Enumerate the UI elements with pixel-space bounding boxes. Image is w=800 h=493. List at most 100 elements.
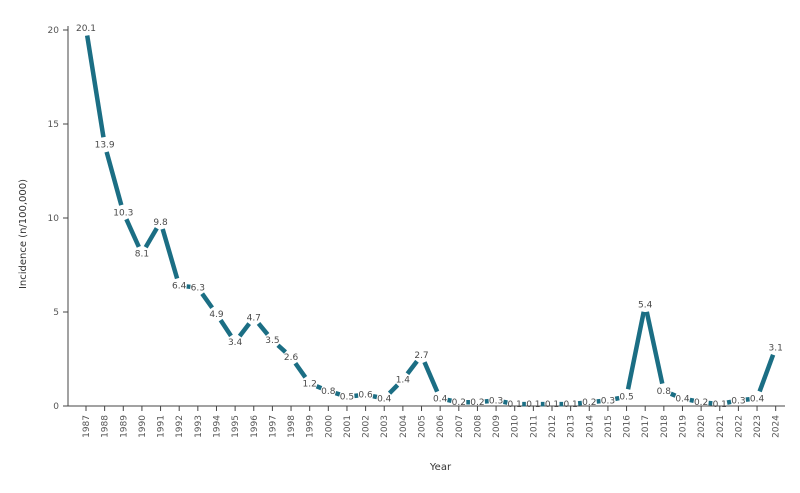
data-label: 0.1 xyxy=(526,400,540,410)
data-label: 0.5 xyxy=(340,393,354,403)
x-tick-label: 1993 xyxy=(194,415,204,438)
x-tick-label: 2001 xyxy=(343,415,353,438)
data-label: 20.1 xyxy=(76,24,96,34)
x-tick-label: 2009 xyxy=(492,415,502,438)
x-tick-label: 1991 xyxy=(157,415,167,438)
data-label: 2.6 xyxy=(284,353,299,363)
data-label: 1.4 xyxy=(396,376,411,386)
x-tick-label: 2017 xyxy=(641,415,651,438)
y-axis-title: Incidence (n/100,000) xyxy=(18,179,29,289)
series-line-segment xyxy=(84,35,106,138)
x-tick-label: 2018 xyxy=(660,415,670,438)
series-line-segment xyxy=(422,361,440,393)
series-line-segment xyxy=(237,322,252,338)
data-label-layer: 20.1 13.9 10.3 8.1 9.8 6.4 6.3 4.9 3.4 4.7 3.5 2.6 1… xyxy=(76,24,783,410)
data-label: 1.2 xyxy=(303,379,317,389)
series-line-segment xyxy=(757,353,776,393)
series-line-segment xyxy=(502,399,508,405)
x-tick-label: 2007 xyxy=(455,415,465,438)
data-label: 4.7 xyxy=(247,314,261,324)
x-tick-label: 2000 xyxy=(324,415,334,438)
x-tick-label: 1987 xyxy=(82,415,92,438)
series-line-segment xyxy=(387,383,400,395)
data-label: 13.9 xyxy=(95,141,115,151)
x-tick-label: 2006 xyxy=(436,415,446,438)
data-label: 10.3 xyxy=(113,208,133,218)
series-line-segment xyxy=(143,227,159,249)
data-label: 0.3 xyxy=(489,396,503,406)
data-label: 0.4 xyxy=(675,394,690,404)
y-tick-label: 10 xyxy=(48,214,60,224)
x-tick-label: 2002 xyxy=(362,415,372,438)
series-line-segment xyxy=(200,292,214,310)
x-tick-label: 1999 xyxy=(306,415,316,438)
data-label: 3.5 xyxy=(265,336,279,346)
series-line-segment xyxy=(689,397,695,403)
y-tick-label: 20 xyxy=(48,26,60,36)
x-tick-label: 1995 xyxy=(231,415,241,438)
x-tick-label: 2011 xyxy=(529,415,539,438)
data-label: 0.1 xyxy=(563,400,577,410)
y-tick-label: 15 xyxy=(48,120,59,130)
series-line-segment xyxy=(405,359,419,376)
series-line-segment xyxy=(334,390,341,397)
y-axis: 0 5 10 15 20 xyxy=(48,26,69,412)
series-line-segment xyxy=(256,321,270,336)
data-label: 6.3 xyxy=(191,284,205,294)
series-line-segment xyxy=(726,399,732,405)
data-label: 4.9 xyxy=(209,310,224,320)
series-line-segment xyxy=(104,151,124,206)
series-line-segment xyxy=(218,318,233,338)
series-line-segment xyxy=(625,311,646,390)
x-tick-label: 2010 xyxy=(511,415,521,438)
series-layer xyxy=(84,35,776,407)
series-line-segment xyxy=(293,361,308,379)
series-line-segment xyxy=(160,228,180,280)
data-label: 0.8 xyxy=(321,387,336,397)
x-tick-label: 1990 xyxy=(138,415,148,438)
series-line-segment xyxy=(372,393,378,400)
x-tick-label: 2014 xyxy=(585,415,595,438)
x-tick-label: 1989 xyxy=(119,415,129,438)
data-label: 0.1 xyxy=(545,400,559,410)
x-tick-label: 1992 xyxy=(175,415,185,438)
data-label: 0.6 xyxy=(358,391,373,401)
data-label: 0.2 xyxy=(470,398,484,408)
series-line-segment xyxy=(276,343,287,354)
data-label: 0.4 xyxy=(433,394,448,404)
y-tick-label: 5 xyxy=(53,308,59,318)
data-label: 0.5 xyxy=(619,393,633,403)
data-label: 0.2 xyxy=(694,398,708,408)
series-line-segment xyxy=(669,391,677,398)
data-label: 0.1 xyxy=(713,400,727,410)
y-tick-label: 0 xyxy=(53,402,59,412)
data-label: 3.1 xyxy=(769,344,783,354)
x-tick-label: 2023 xyxy=(753,415,763,438)
x-tick-label: 2004 xyxy=(399,415,409,438)
data-label: 0.8 xyxy=(657,387,672,397)
data-label: 0.1 xyxy=(508,400,522,410)
x-tick-label: 2003 xyxy=(380,415,390,438)
data-label: 0.4 xyxy=(750,394,765,404)
x-tick-label: 2024 xyxy=(772,415,782,438)
x-tick-label: 1994 xyxy=(212,415,222,438)
data-label: 0.2 xyxy=(452,398,466,408)
x-tick-label: 1997 xyxy=(268,415,278,438)
x-tick-label: 2012 xyxy=(548,415,558,438)
series-line-segment xyxy=(614,395,620,402)
x-tick-label: 2005 xyxy=(418,415,428,438)
x-tick-label: 2013 xyxy=(567,415,577,438)
x-tick-label: 1998 xyxy=(287,415,297,438)
series-line-segment xyxy=(447,397,452,403)
series-line-segment xyxy=(124,218,141,248)
data-label: 9.8 xyxy=(153,218,168,228)
data-label: 2.7 xyxy=(414,351,428,361)
x-tick-label: 2022 xyxy=(734,415,744,438)
x-tick-label: 2015 xyxy=(604,415,614,438)
x-tick-label: 2020 xyxy=(697,415,707,438)
x-tick-label: 2021 xyxy=(716,415,726,438)
x-axis: 1987 1988 1989 1990 1991 1992 1993 1994 1995 1996… xyxy=(68,405,785,438)
data-label: 6.4 xyxy=(172,282,187,292)
x-tick-label: 2019 xyxy=(678,415,688,438)
